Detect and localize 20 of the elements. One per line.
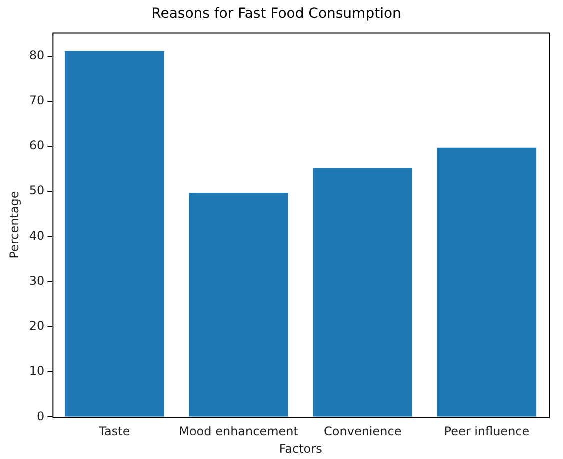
bar xyxy=(313,168,413,417)
y-axis-title: Percentage xyxy=(7,191,22,259)
x-axis-title: Factors xyxy=(279,442,322,456)
chart-title: Reasons for Fast Food Consumption xyxy=(152,6,402,22)
y-tick-label: 40 xyxy=(29,228,45,243)
y-tick-label: 30 xyxy=(29,274,45,288)
y-tick-label: 0 xyxy=(37,409,45,424)
x-tick-label: Taste xyxy=(98,424,130,439)
bar xyxy=(437,148,537,417)
y-tick-label: 60 xyxy=(29,138,45,153)
bar xyxy=(65,51,164,417)
x-tick-label: Peer influence xyxy=(444,424,530,439)
x-tick-label: Convenience xyxy=(324,424,402,439)
y-tick-label: 70 xyxy=(29,94,45,108)
x-tick-label: Mood enhancement xyxy=(179,424,299,439)
y-tick-label: 50 xyxy=(29,184,45,198)
y-tick-label: 10 xyxy=(29,364,45,378)
y-tick-label: 80 xyxy=(29,48,45,62)
bar xyxy=(189,192,288,417)
y-tick-label: 20 xyxy=(29,319,45,334)
